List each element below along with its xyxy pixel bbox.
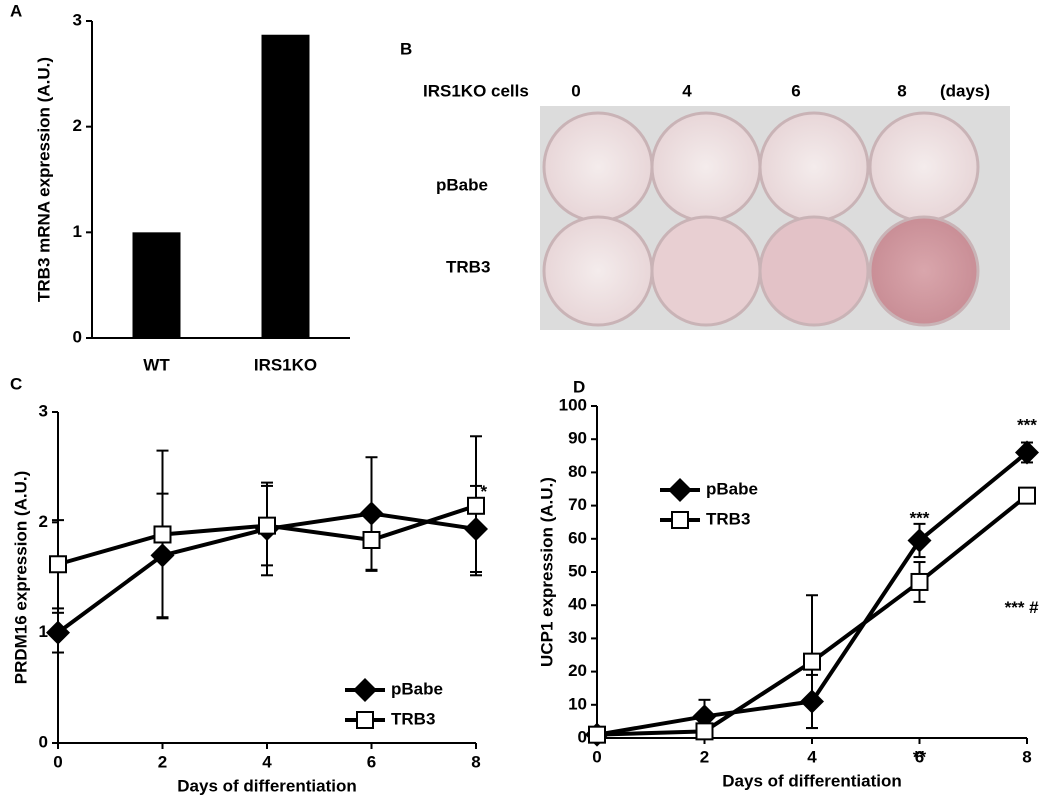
y-tick-label: 0 (578, 727, 587, 746)
row-label: TRB3 (446, 257, 490, 276)
marker (49, 555, 67, 574)
panel-label: B (400, 39, 412, 58)
legend-label: pBabe (706, 479, 758, 498)
y-axis-label: TRB3 mRNA expression (A.U.) (34, 57, 53, 302)
row-label: pBabe (436, 175, 488, 194)
y-tick-label: 3 (73, 10, 82, 29)
x-tick-label: 4 (807, 747, 817, 766)
marker (153, 525, 172, 544)
legend-label: TRB3 (391, 709, 435, 728)
y-tick-label: 0 (39, 732, 48, 751)
annotation: * (481, 482, 488, 501)
dish (868, 111, 980, 223)
y-tick-label: 30 (568, 628, 587, 647)
dish (758, 111, 870, 223)
y-tick-label: 70 (568, 495, 587, 514)
y-tick-label: 0 (73, 327, 82, 346)
bar (132, 232, 181, 338)
column-header: IRS1KO cells (423, 81, 529, 100)
dish (542, 111, 654, 223)
marker (362, 530, 381, 549)
dish (542, 215, 654, 327)
column-label: 0 (571, 81, 580, 100)
marker (353, 678, 377, 702)
marker (356, 711, 374, 729)
column-label: 6 (791, 81, 800, 100)
marker (800, 689, 824, 714)
y-axis-label: UCP1 expression (A.U.) (537, 477, 556, 667)
y-tick-label: 10 (568, 694, 587, 713)
dish (758, 215, 870, 327)
dish (650, 215, 762, 327)
x-tick-label: 2 (700, 747, 709, 766)
marker (671, 511, 689, 529)
x-tick-label: 6 (915, 747, 924, 766)
y-tick-label: 60 (568, 528, 587, 547)
bar (261, 34, 310, 339)
marker (907, 528, 932, 553)
unit-label: (days) (940, 81, 990, 100)
column-label: 4 (682, 81, 692, 100)
x-tick-label: WT (143, 355, 170, 374)
marker (910, 572, 929, 591)
legend-label: pBabe (391, 679, 443, 698)
y-tick-label: 90 (568, 429, 587, 448)
marker (588, 725, 606, 744)
annotation: *** (910, 508, 930, 527)
y-tick-label: 3 (39, 401, 48, 420)
column-label: 8 (897, 81, 906, 100)
x-axis-label: Days of differentiation (177, 776, 356, 795)
dish (650, 111, 762, 223)
marker (668, 478, 692, 502)
y-tick-label: 1 (73, 222, 82, 241)
x-tick-label: IRS1KO (254, 355, 317, 374)
annotation: ** (913, 747, 927, 766)
marker (359, 501, 384, 526)
x-tick-label: 0 (53, 752, 62, 771)
x-tick-label: 4 (262, 752, 272, 771)
y-tick-label: 50 (568, 561, 587, 580)
panel-label: C (10, 374, 22, 393)
marker (46, 620, 70, 645)
x-tick-label: 2 (158, 752, 167, 771)
marker (1018, 486, 1036, 505)
annotation: *** # (1005, 598, 1040, 617)
y-tick-label: 80 (568, 462, 587, 481)
x-tick-label: 6 (367, 752, 376, 771)
panel-b: B IRS1KO cells 0 4 6 8 (days) pBabe TRB3 (400, 39, 1010, 330)
marker (467, 496, 485, 515)
y-tick-label: 1 (39, 622, 48, 641)
x-tick-label: 0 (592, 747, 601, 766)
y-tick-label: 2 (73, 116, 82, 135)
y-tick-label: 2 (39, 512, 48, 531)
dish (868, 215, 980, 327)
marker (464, 516, 488, 541)
legend-label: TRB3 (706, 509, 750, 528)
y-tick-label: 20 (568, 661, 587, 680)
y-tick-label: 40 (568, 595, 587, 614)
x-tick-label: 8 (471, 752, 480, 771)
marker (150, 543, 175, 568)
panel-label: D (573, 377, 585, 396)
x-tick-label: 8 (1022, 747, 1031, 766)
y-axis-label: PRDM16 expression (A.U.) (11, 471, 30, 685)
marker (803, 652, 821, 671)
marker (1015, 440, 1039, 465)
annotation: *** (1017, 415, 1037, 434)
marker (695, 722, 714, 741)
dishes (542, 111, 980, 327)
marker (258, 516, 276, 535)
x-axis-label: Days of differentiation (722, 771, 901, 790)
panel-label: A (10, 1, 22, 20)
y-tick-label: 100 (559, 395, 587, 414)
